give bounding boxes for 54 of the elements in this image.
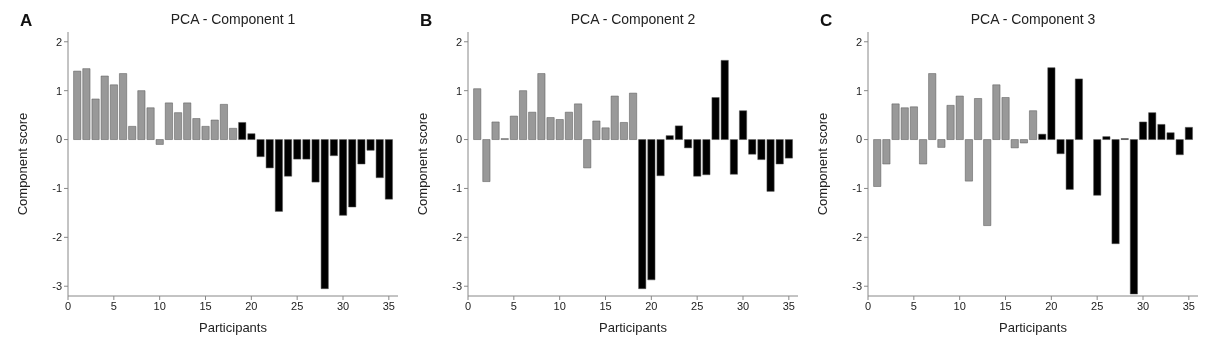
x-tick-label: 0 [464, 299, 472, 312]
y-tick-label: 0 [55, 133, 62, 146]
x-axis-title: Participants [599, 320, 668, 335]
x-tick-label: 0 [864, 299, 872, 312]
x-tick-label: 5 [910, 299, 917, 312]
x-tick-label: 20 [245, 299, 258, 312]
x-tick-label: 30 [336, 299, 350, 312]
text: A [20, 11, 33, 30]
x-tick-label: 25 [291, 299, 304, 312]
x-tick-label: 25 [1091, 299, 1104, 312]
y-axis-title: Component score [14, 112, 30, 216]
x-tick-label: 10 [153, 299, 166, 312]
y-tick-label: -3 [852, 280, 862, 293]
x-tick-label: 35 [1182, 299, 1195, 312]
x-tick-label: 30 [736, 299, 750, 312]
y-tick-label: -2 [452, 231, 462, 244]
y-tick-label: 2 [855, 35, 862, 48]
x-tick-label: 15 [999, 299, 1012, 312]
x-tick-label: 15 [599, 299, 612, 312]
x-tick-label: 35 [782, 299, 795, 312]
x-tick-label: 5 [510, 299, 517, 312]
x-tick-label: 20 [1045, 299, 1058, 312]
y-tick-label: -2 [852, 231, 862, 244]
text: B [420, 11, 433, 30]
y-tick-label: 2 [55, 35, 62, 48]
x-axis-title: Participants [199, 320, 268, 335]
y-axis-title: Component score [414, 112, 430, 216]
text: C [820, 11, 833, 30]
chart-title: PCA - Component 3 [970, 11, 1096, 27]
chart-title: PCA - Component 2 [570, 11, 696, 27]
y-tick-label: -1 [852, 182, 862, 195]
x-axis-title: Participants [999, 320, 1068, 335]
x-tick-label: 30 [1136, 299, 1150, 312]
x-tick-label: 5 [110, 299, 117, 312]
x-tick-label: 15 [199, 299, 212, 312]
y-axis-title: Component score [814, 112, 830, 216]
x-tick-label: 35 [382, 299, 395, 312]
x-tick-label: 10 [953, 299, 966, 312]
y-tick-label: 1 [455, 84, 462, 97]
x-tick-label: 0 [64, 299, 72, 312]
y-tick-label: -2 [52, 231, 62, 244]
y-tick-label: 0 [455, 133, 462, 146]
chart-title: PCA - Component 1 [170, 11, 296, 27]
y-tick-label: -3 [52, 280, 62, 293]
y-tick-label: -1 [52, 182, 62, 195]
y-tick-label: 2 [455, 35, 462, 48]
y-tick-label: -1 [452, 182, 462, 195]
x-tick-label: 25 [691, 299, 704, 312]
x-tick-label: 20 [645, 299, 658, 312]
y-tick-label: -3 [452, 280, 462, 293]
x-tick-label: 10 [553, 299, 566, 312]
y-tick-label: 0 [855, 133, 862, 146]
y-tick-label: 1 [855, 84, 862, 97]
y-tick-label: 1 [55, 84, 62, 97]
